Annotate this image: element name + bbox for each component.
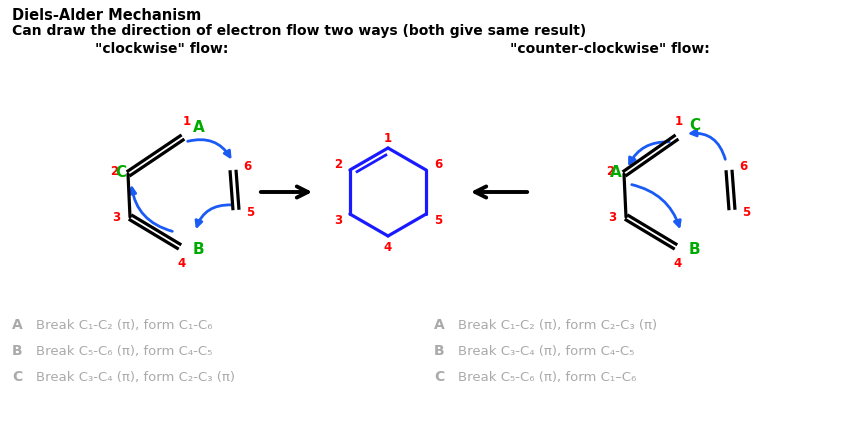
Text: C: C — [115, 165, 126, 180]
Text: C: C — [434, 370, 444, 384]
FancyArrowPatch shape — [187, 139, 230, 157]
Text: 5: 5 — [742, 205, 750, 219]
Text: 6: 6 — [739, 160, 747, 172]
Text: 5: 5 — [246, 205, 254, 219]
Text: 2: 2 — [110, 165, 118, 177]
Text: 6: 6 — [243, 160, 251, 172]
Text: Break C₅-C₆ (π), form C₁–C₆: Break C₅-C₆ (π), form C₁–C₆ — [458, 370, 636, 384]
Text: B: B — [688, 242, 700, 257]
Text: A: A — [12, 318, 23, 332]
Text: 6: 6 — [434, 158, 442, 171]
FancyArrowPatch shape — [629, 142, 669, 164]
Text: Break C₃-C₄ (π), form C₂-C₃ (π): Break C₃-C₄ (π), form C₂-C₃ (π) — [36, 370, 235, 384]
Text: 5: 5 — [434, 213, 442, 227]
Text: Diels-Alder Mechanism: Diels-Alder Mechanism — [12, 8, 201, 23]
Text: B: B — [12, 344, 23, 358]
FancyArrowPatch shape — [691, 130, 726, 159]
Text: C: C — [12, 370, 23, 384]
Text: Break C₁-C₂ (π), form C₂-C₃ (π): Break C₁-C₂ (π), form C₂-C₃ (π) — [458, 319, 657, 331]
Text: Break C₅-C₆ (π), form C₄-C₅: Break C₅-C₆ (π), form C₄-C₅ — [36, 345, 213, 357]
Text: "counter-clockwise" flow:: "counter-clockwise" flow: — [510, 42, 710, 56]
Text: 4: 4 — [384, 241, 392, 253]
Text: 1: 1 — [384, 132, 392, 144]
Text: C: C — [689, 117, 700, 132]
Text: B: B — [192, 242, 204, 257]
Text: B: B — [434, 344, 444, 358]
Text: Break C₃-C₄ (π), form C₄-C₅: Break C₃-C₄ (π), form C₄-C₅ — [458, 345, 635, 357]
Text: A: A — [193, 120, 205, 135]
FancyArrowPatch shape — [129, 188, 173, 231]
Text: 4: 4 — [674, 257, 682, 270]
FancyArrowPatch shape — [632, 185, 681, 227]
Text: Break C₁-C₂ (π), form C₁-C₆: Break C₁-C₂ (π), form C₁-C₆ — [36, 319, 213, 331]
Text: 3: 3 — [608, 210, 616, 224]
Text: 1: 1 — [675, 115, 683, 128]
Text: A: A — [610, 165, 622, 180]
Text: 2: 2 — [334, 158, 342, 171]
Text: A: A — [434, 318, 444, 332]
Text: 3: 3 — [112, 210, 120, 224]
Text: "clockwise" flow:: "clockwise" flow: — [95, 42, 228, 56]
Text: 2: 2 — [606, 165, 614, 177]
FancyArrowPatch shape — [196, 205, 231, 227]
Text: 3: 3 — [334, 213, 342, 227]
Text: Can draw the direction of electron flow two ways (both give same result): Can draw the direction of electron flow … — [12, 24, 586, 38]
Text: 1: 1 — [183, 115, 191, 128]
Text: 4: 4 — [178, 257, 186, 270]
